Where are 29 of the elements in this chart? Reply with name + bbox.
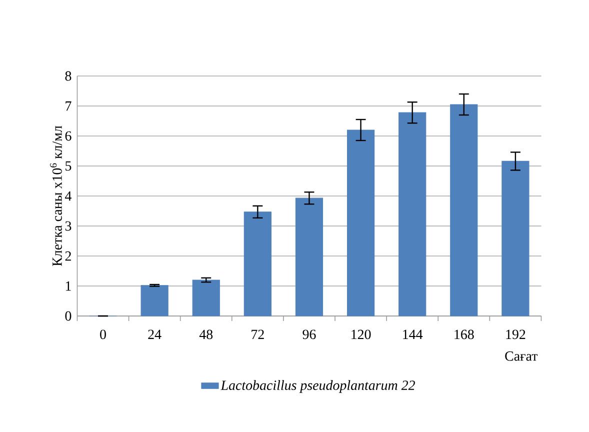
legend-label: Lactobacillus pseudoplantarum 22 [220,380,415,393]
bar [450,104,478,316]
bar [192,280,220,316]
bar [140,285,168,316]
x-tick-label: 72 [252,330,264,339]
y-tick-label: 2 [65,251,71,261]
bar [295,198,324,316]
y-tick-label: 7 [66,101,72,111]
x-tick-label: 168 [454,330,474,340]
y-tick-label: 4 [65,191,72,201]
bar [502,160,530,316]
y-tick-label: 8 [65,71,72,81]
x-axis-title: Сағат [505,351,538,361]
x-tick-label: 48 [199,330,213,340]
bar [346,130,375,316]
y-tick-label: 6 [65,131,72,141]
bar [398,112,426,316]
bar [244,212,272,316]
x-tick-label: 24 [148,330,162,339]
x-tick-label: 144 [403,330,423,339]
x-tick-label: 192 [506,330,526,340]
y-tick-label: 0 [65,311,72,321]
y-tick-label: 3 [65,221,72,231]
x-tick-label: 96 [302,330,316,340]
y-axis-title: Клетка саны x10$^{6}$ кл/мл [50,126,62,266]
y-tick-label: 5 [66,161,72,171]
x-tick-label: 120 [352,330,371,340]
x-tick-label: 0 [100,330,106,340]
y-tick-label: 1 [66,281,71,291]
